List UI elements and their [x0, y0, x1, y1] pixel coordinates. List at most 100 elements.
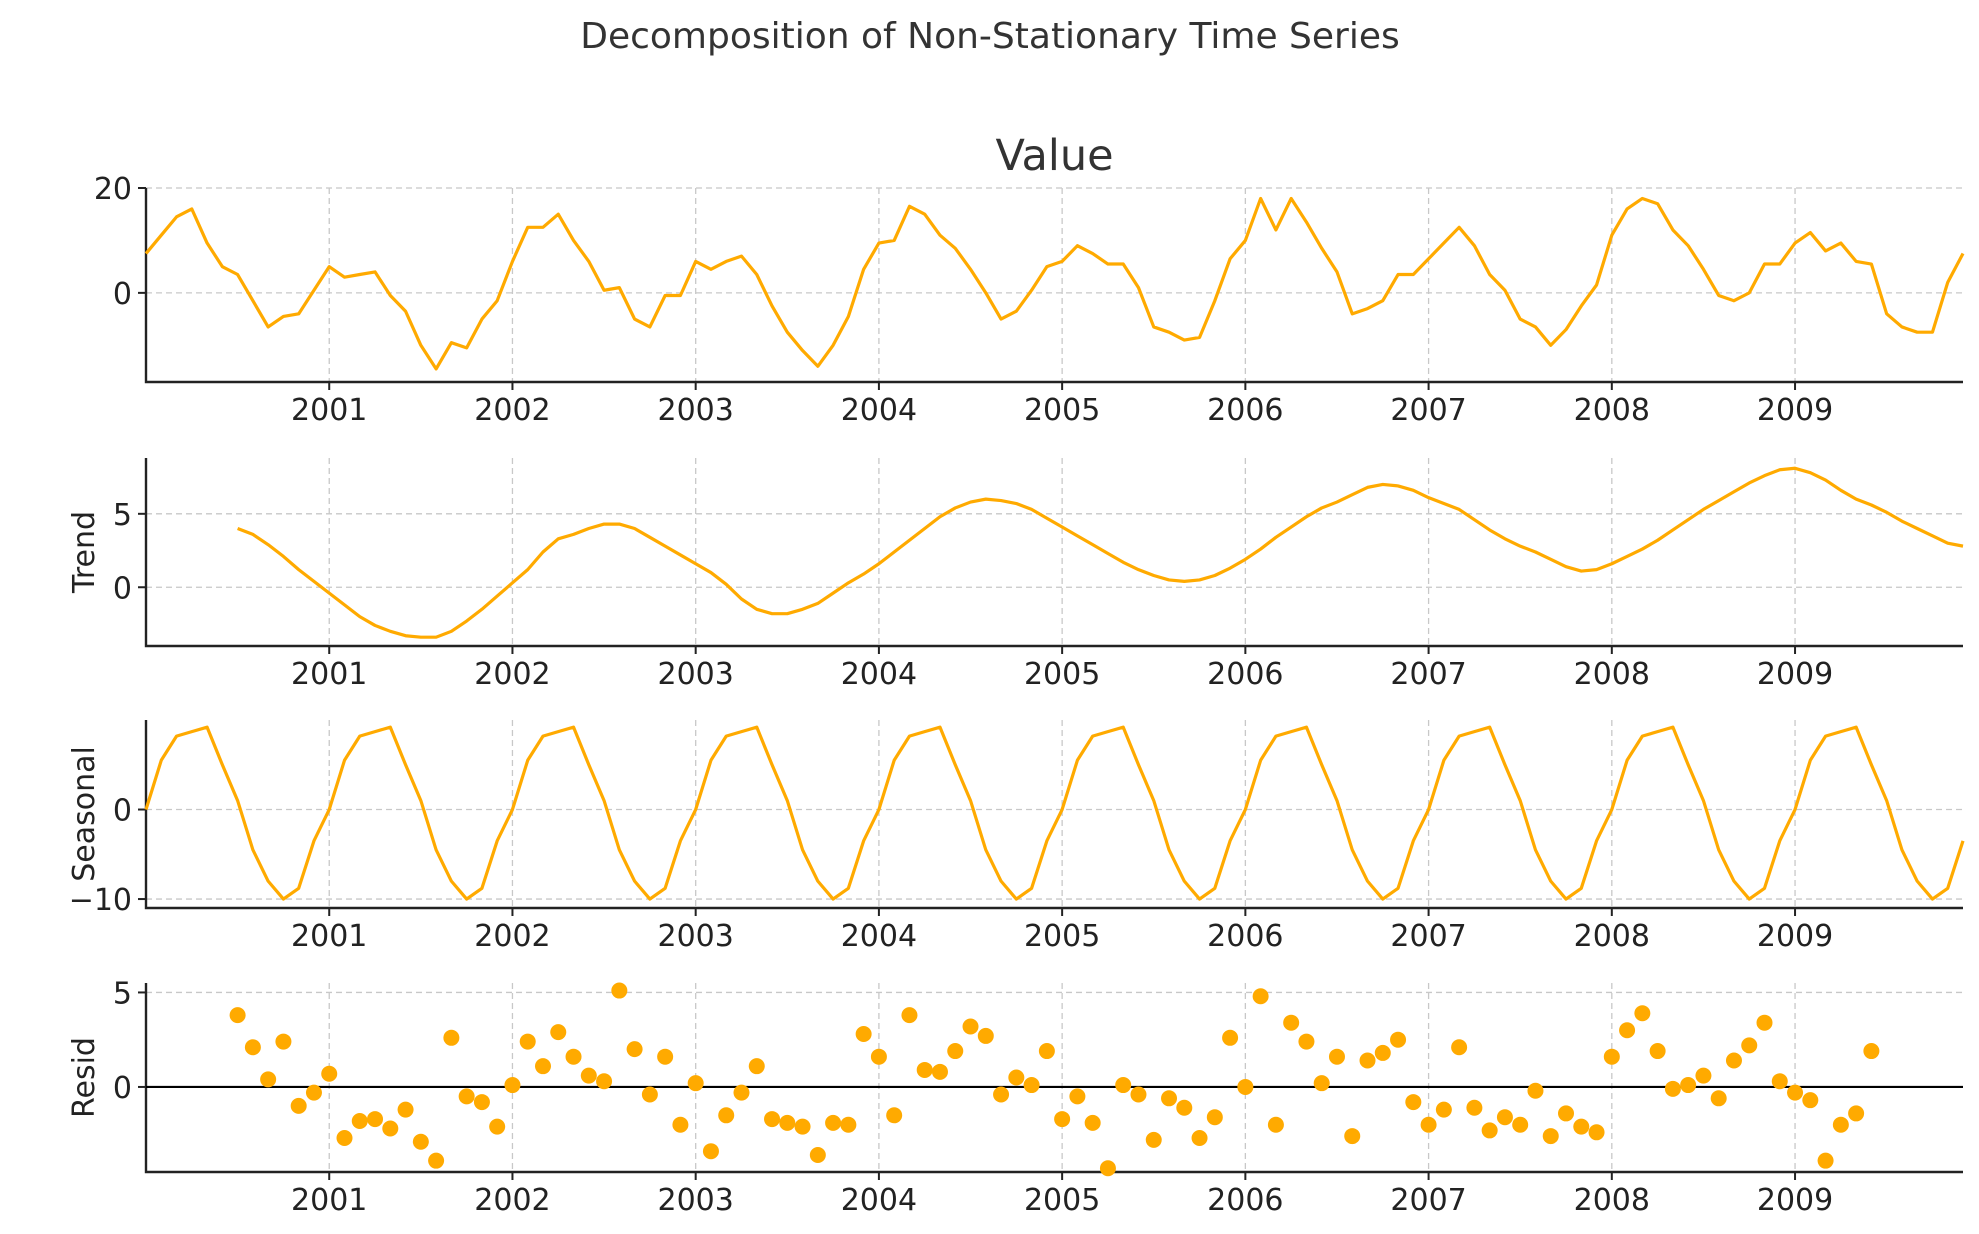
resid-xtick-label: 2008 [1574, 1183, 1650, 1218]
resid-xtick-label: 2007 [1390, 1183, 1466, 1218]
resid-ytick-label: 0 [113, 1071, 132, 1106]
seasonal-xtick-label: 2005 [1024, 919, 1100, 954]
resid-point [657, 1048, 674, 1065]
resid-point [382, 1120, 399, 1137]
trend-series-line [237, 466, 1964, 639]
resid-point [1298, 1033, 1315, 1050]
resid-point [1069, 1088, 1086, 1105]
resid-point [1267, 1116, 1284, 1133]
resid-point [397, 1101, 414, 1118]
resid-point [412, 1133, 429, 1150]
seasonal-xtick-label: 2003 [658, 919, 734, 954]
resid-point [1695, 1067, 1712, 1084]
resid-point [305, 1084, 322, 1101]
resid-point [1405, 1094, 1422, 1111]
trend-xtick-label: 2009 [1757, 657, 1833, 692]
trend-xtick-label: 2007 [1390, 657, 1466, 692]
seasonal-series-line [144, 725, 1965, 901]
resid-point [870, 1048, 887, 1065]
resid-point [534, 1058, 551, 1075]
seasonal-xtick-label: 2008 [1574, 919, 1650, 954]
resid-point [519, 1033, 536, 1050]
resid-point [1542, 1128, 1559, 1145]
resid-point [1863, 1043, 1880, 1060]
trend-ytick-label: 0 [113, 571, 132, 606]
seasonal-xtick-label: 2006 [1207, 919, 1283, 954]
resid-point [1466, 1099, 1483, 1116]
seasonal-ylabel: Seasonal [67, 746, 102, 882]
resid-point [1038, 1043, 1055, 1060]
seasonal-xtick-label: 2002 [474, 919, 550, 954]
resid-point [1084, 1114, 1101, 1131]
resid-point [641, 1086, 658, 1103]
resid-point [993, 1086, 1010, 1103]
resid-point [565, 1048, 582, 1065]
resid-point [550, 1024, 567, 1041]
resid-point [1054, 1111, 1071, 1128]
resid-axes-spine [144, 983, 1963, 1174]
resid-point [1527, 1082, 1544, 1099]
resid-xtick-label: 2002 [474, 1183, 550, 1218]
resid-xtick-label: 2009 [1757, 1183, 1833, 1218]
resid-point [260, 1071, 277, 1088]
seasonal-xtick-label: 2001 [291, 919, 367, 954]
resid-point [1787, 1084, 1804, 1101]
resid-xtick-label: 2005 [1024, 1183, 1100, 1218]
value-xtick-label: 2002 [474, 393, 550, 428]
resid-point [1374, 1044, 1391, 1061]
resid-point [809, 1146, 826, 1163]
resid-point [1176, 1099, 1193, 1116]
resid-point [779, 1114, 796, 1131]
resid-point [428, 1152, 445, 1169]
resid-point [840, 1116, 857, 1133]
resid-point [916, 1061, 933, 1078]
resid-point [1328, 1048, 1345, 1065]
resid-point [458, 1088, 475, 1105]
trend-xtick-label: 2005 [1024, 657, 1100, 692]
resid-point [336, 1129, 353, 1146]
resid-point [1756, 1014, 1773, 1031]
resid-point [275, 1033, 292, 1050]
value-xtick-label: 2007 [1390, 393, 1466, 428]
resid-point [901, 1007, 918, 1024]
resid-point [748, 1058, 765, 1075]
resid-point [1771, 1073, 1788, 1090]
value-axes-spine [144, 188, 1963, 384]
resid-point [1130, 1086, 1147, 1103]
resid-panel: 2001 2002 2003 2004 2005 2006 2007 2008 2009 0 5 Re… [67, 976, 1963, 1218]
resid-point [1313, 1075, 1330, 1092]
resid-point [244, 1039, 261, 1056]
trend-axes-spine [144, 458, 1963, 648]
resid-point [1145, 1131, 1162, 1148]
resid-point [1741, 1037, 1758, 1054]
seasonal-axes-spine [144, 720, 1963, 910]
resid-point [1283, 1014, 1300, 1031]
resid-point [611, 982, 628, 999]
resid-ylabel: Resid [67, 1037, 102, 1118]
trend-xtick-label: 2008 [1574, 657, 1650, 692]
resid-point [1710, 1090, 1727, 1107]
resid-point [596, 1073, 613, 1090]
trend-xtick-label: 2003 [658, 657, 734, 692]
value-xtick-label: 2001 [291, 393, 367, 428]
resid-point [1237, 1078, 1254, 1095]
trend-xtick-label: 2001 [291, 657, 367, 692]
resid-point [367, 1111, 384, 1128]
value-panel: 2001 2002 2003 2004 2005 2006 2007 2008 2009 0 20 V… [94, 131, 1965, 428]
resid-point [1832, 1116, 1849, 1133]
trend-panel: 2001 2002 2003 2004 2005 2006 2007 2008 2009 0 5 Tr… [67, 458, 1964, 692]
trend-xtick-label: 2004 [841, 657, 917, 692]
value-xtick-label: 2004 [841, 393, 917, 428]
resid-point [687, 1075, 704, 1092]
resid-point [1161, 1090, 1178, 1107]
resid-point [733, 1084, 750, 1101]
value-xtick-label: 2006 [1207, 393, 1283, 428]
resid-point [290, 1097, 307, 1114]
resid-point [1451, 1039, 1468, 1056]
trend-xtick-label: 2002 [474, 657, 550, 692]
trend-xtick-label: 2006 [1207, 657, 1283, 692]
resid-point [1390, 1031, 1407, 1048]
seasonal-ytick-label: −10 [69, 883, 132, 918]
value-ytick-label: 0 [113, 277, 132, 312]
